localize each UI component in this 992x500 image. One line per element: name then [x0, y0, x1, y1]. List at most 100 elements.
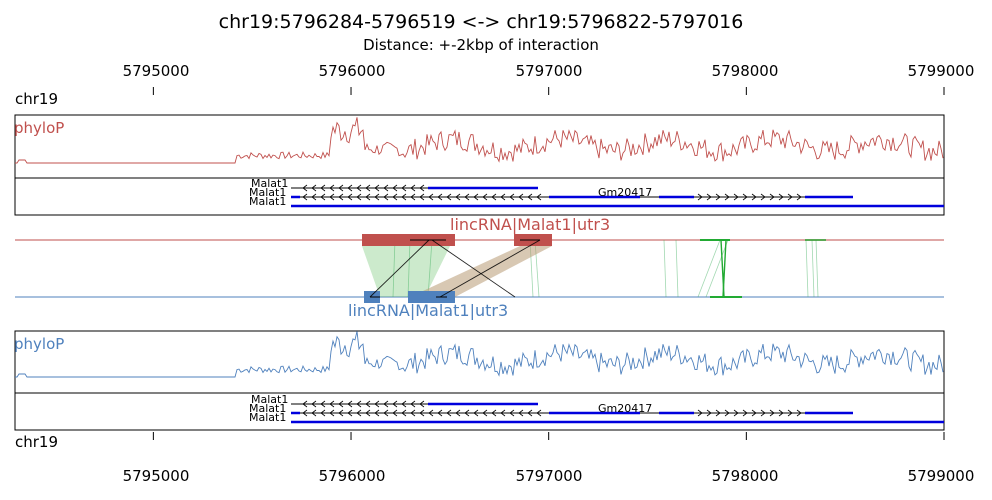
top-strand-arrow [383, 184, 389, 192]
top-strand-arrow [715, 193, 721, 201]
top-strand-arrow [338, 184, 344, 192]
bottom-strand-arrow [374, 409, 380, 417]
interaction-link [369, 239, 430, 298]
top-tick-label: 5795000 [122, 62, 190, 80]
top-strand-arrow [320, 184, 326, 192]
bottom-strand-arrow [464, 409, 470, 417]
bottom-strand-arrow [356, 400, 362, 408]
bottom-strand-arrow [518, 409, 524, 417]
bottom-strand-arrow [365, 400, 371, 408]
top-strand-arrow [401, 193, 407, 201]
bottom-strand-arrow [302, 400, 308, 408]
bottom-strand-arrow [374, 400, 380, 408]
bottom-gene-label-malat1: Malat1 [251, 393, 289, 406]
bottom-strand-arrow [338, 400, 344, 408]
bottom-strand-arrow [697, 409, 703, 417]
alignment-ribbon [362, 246, 450, 297]
alignment-link [811, 239, 815, 298]
figure-title: chr19:5796284-5796519 <-> chr19:5796822-… [218, 11, 744, 33]
top-gene-label-malat1: Malat1 [249, 186, 287, 199]
bottom-tick-label: 5796000 [318, 467, 386, 485]
bottom-strand-arrow [437, 409, 443, 417]
top-strand-arrow [365, 184, 371, 192]
top-phylop-frame [14, 114, 945, 179]
top-strand-arrow [473, 193, 479, 201]
bottom-strand-arrow [724, 409, 730, 417]
alignment-link [815, 239, 819, 298]
bottom-strand-arrow [706, 409, 712, 417]
top-strand-arrow [401, 184, 407, 192]
top-gene-label-malat1: Malat1 [251, 177, 289, 190]
top-strand-arrow [419, 193, 425, 201]
top-strand-arrow [769, 193, 775, 201]
bottom-strand-arrow [419, 409, 425, 417]
top-strand-arrow [311, 193, 317, 201]
bottom-tick-label: 5799000 [907, 467, 975, 485]
top-strand-arrow [302, 184, 308, 192]
top-strand-arrow [410, 193, 416, 201]
alignment-link [407, 239, 411, 298]
bottom-phylop-label: phyloP [14, 335, 65, 353]
top-strand-arrow [464, 193, 470, 201]
bottom-strand-arrow [500, 409, 506, 417]
bottom-strand-arrow [347, 400, 353, 408]
top-phylop-label: phyloP [14, 119, 65, 137]
top-strand-arrow [428, 193, 434, 201]
bottom-strand-arrow [419, 400, 425, 408]
bottom-strand-arrow [320, 409, 326, 417]
top-strand-arrow [338, 193, 344, 201]
bottom-strand-arrow [527, 409, 533, 417]
bottom-strand-arrow [410, 400, 416, 408]
top-gene-label-malat1: Malat1 [249, 195, 287, 208]
alignment-link [675, 239, 679, 298]
bottom-strand-arrow [491, 409, 497, 417]
top-strand-arrow [787, 193, 793, 201]
top-tick-label: 5797000 [515, 62, 583, 80]
alignment-link [392, 239, 396, 298]
top-tick-label: 5798000 [711, 62, 779, 80]
top-phylop-signal [15, 117, 944, 164]
bottom-strand-arrow [742, 409, 748, 417]
bottom-strand-arrow [311, 400, 317, 408]
bottom-strand-arrow [302, 409, 308, 417]
top-gene-frame [14, 177, 945, 216]
alignment-link [663, 239, 667, 298]
top-tick-label: 5796000 [318, 62, 386, 80]
alignment-link [427, 239, 433, 298]
top-region-annotation: lincRNA|Malat1|utr3 [450, 215, 611, 234]
bottom-strand-arrow [410, 409, 416, 417]
top-strand-arrow [482, 193, 488, 201]
bottom-strand-arrow [760, 409, 766, 417]
top-strand-arrow [356, 184, 362, 192]
bottom-strand-arrow [446, 409, 452, 417]
top-strand-arrow [706, 193, 712, 201]
bottom-phylop-frame [14, 330, 945, 394]
top-strand-arrow [320, 193, 326, 201]
top-strand-arrow [374, 193, 380, 201]
bottom-strand-arrow [311, 409, 317, 417]
bottom-strand-arrow [473, 409, 479, 417]
alignment-link [705, 239, 729, 298]
figure-subtitle: Distance: +-2kbp of interaction [363, 36, 599, 54]
top-strand-arrow [437, 193, 443, 201]
bottom-strand-arrow [787, 409, 793, 417]
top-strand-arrow [742, 193, 748, 201]
bottom-strand-arrow [329, 409, 335, 417]
bottom-tick-label: 5797000 [515, 467, 583, 485]
interaction-ribbon [410, 246, 552, 297]
bottom-strand-arrow [320, 400, 326, 408]
bottom-strand-arrow [392, 409, 398, 417]
top-strand-arrow [347, 184, 353, 192]
bottom-strand-arrow [347, 409, 353, 417]
bottom-strand-arrow [536, 409, 542, 417]
bottom-strand-arrow [455, 409, 461, 417]
top-strand-arrow [365, 193, 371, 201]
bottom-chromosome-label: chr19 [15, 433, 59, 451]
bottom-strand-arrow [715, 409, 721, 417]
bottom-strand-arrow [778, 409, 784, 417]
top-strand-arrow [392, 193, 398, 201]
bottom-strand-arrow [401, 409, 407, 417]
alignment-link [805, 239, 809, 298]
top-strand-arrow [383, 193, 389, 201]
